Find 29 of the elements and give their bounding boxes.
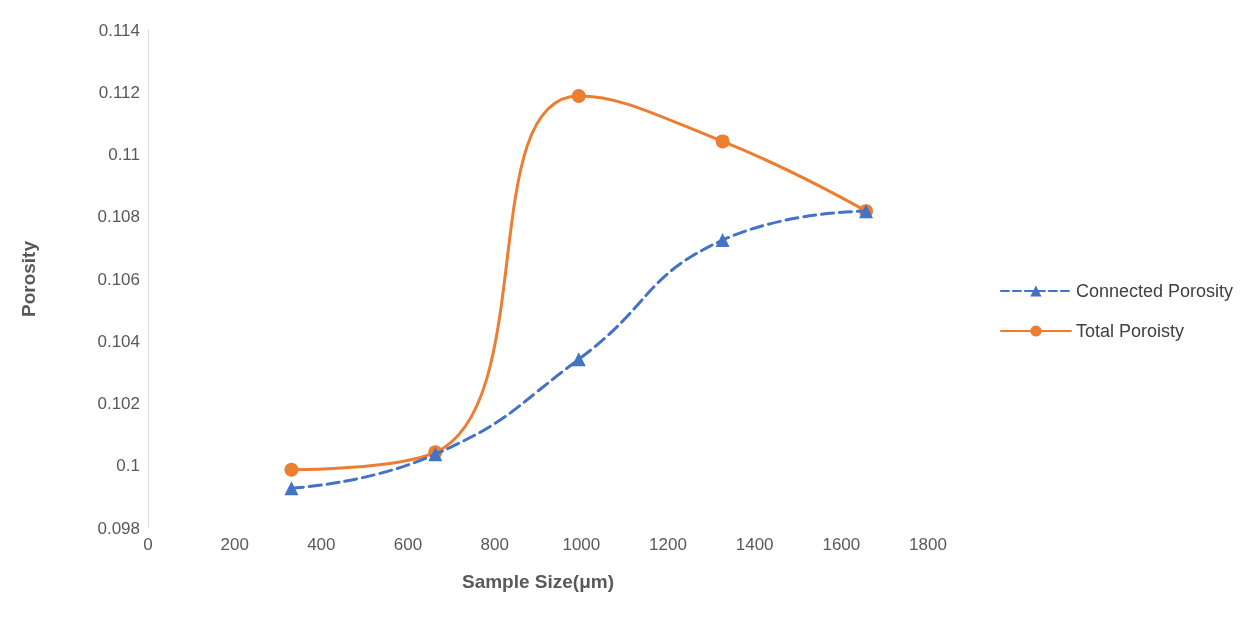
- y-tick-label: 0.114: [98, 20, 140, 40]
- y-tick-label: 0.11: [108, 145, 140, 164]
- x-tick-label: 1000: [562, 535, 601, 554]
- point: [715, 233, 730, 248]
- x-tick-label: 400: [307, 535, 336, 554]
- point: [571, 352, 586, 367]
- x-tick-label: 1400: [735, 535, 774, 554]
- y-tick-label: 0.112: [98, 82, 140, 102]
- x-tick-label: 800: [480, 535, 509, 554]
- y-tick-label: 0.098: [97, 518, 140, 538]
- y-tick-label: 0.102: [97, 394, 140, 413]
- legend-label: Total Poroisty: [1075, 321, 1184, 341]
- point: [284, 462, 299, 477]
- y-axis-title: Porosity: [18, 240, 39, 318]
- legend-label: Connected Porosity: [1075, 281, 1234, 301]
- x-tick-label: 200: [220, 535, 249, 554]
- x-tick-label: 1600: [822, 535, 861, 554]
- x-axis-title: Sample Size(μm): [461, 571, 615, 592]
- y-tick-label: 0.108: [97, 207, 140, 227]
- y-tick-label: 0.106: [97, 269, 140, 289]
- x-tick-label: 1800: [909, 535, 947, 554]
- x-tick-label: 600: [393, 535, 423, 554]
- y-tick-label: 0.1: [116, 456, 140, 476]
- point: [571, 88, 586, 103]
- y-tick-label: 0.104: [97, 331, 140, 351]
- x-tick-label: 0: [143, 535, 153, 554]
- point: [284, 481, 299, 496]
- x-tick-label: 1200: [649, 535, 687, 554]
- point: [715, 134, 730, 149]
